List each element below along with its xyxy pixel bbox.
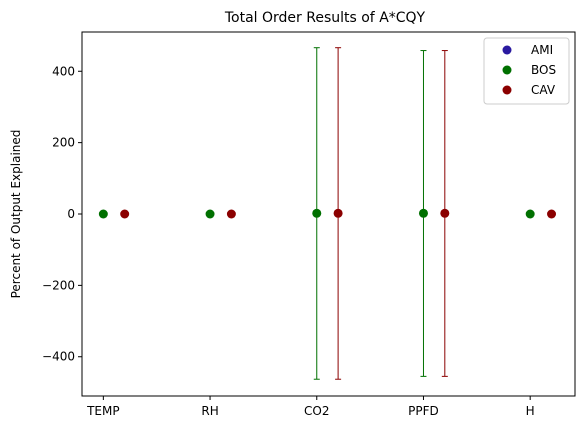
y-tick-label: 0	[67, 207, 75, 221]
legend-marker	[502, 85, 512, 95]
y-tick-label: −400	[42, 350, 75, 364]
x-tick-label: PPFD	[408, 404, 439, 418]
legend-label: AMI	[531, 43, 553, 57]
x-tick-label: CO2	[304, 404, 329, 418]
y-tick-label: −200	[42, 278, 75, 292]
legend-marker	[502, 65, 512, 75]
data-point-bos	[205, 209, 215, 219]
legend-label: CAV	[531, 83, 556, 97]
legend-marker	[502, 45, 512, 55]
y-axis-label: Percent of Output Explained	[9, 130, 23, 299]
plot-frame	[81, 31, 576, 397]
legend-box	[483, 37, 570, 105]
data-point-cav	[440, 208, 450, 218]
data-point-bos	[418, 208, 428, 218]
data-point-cav	[226, 209, 236, 219]
x-tick-label: RH	[201, 404, 218, 418]
data-point-bos	[98, 209, 108, 219]
y-tick-label: 200	[52, 136, 75, 150]
y-tick-label: 400	[52, 64, 75, 78]
data-point-bos	[312, 208, 322, 218]
legend-label: BOS	[531, 63, 556, 77]
x-axis-ticks: TEMP RH CO2 PPFD H	[86, 396, 535, 418]
y-axis-ticks: −400 −200 0 200 400	[42, 64, 82, 364]
legend: AMI BOS CAV	[483, 37, 570, 105]
data-point-cav	[120, 209, 130, 219]
data-points	[98, 208, 557, 219]
data-point-cav	[547, 209, 557, 219]
x-tick-label: TEMP	[86, 404, 120, 418]
data-point-cav	[333, 208, 343, 218]
data-point-bos	[525, 209, 535, 219]
x-tick-label: H	[526, 404, 535, 418]
chart-title: Total Order Results of A*CQY	[224, 10, 426, 26]
